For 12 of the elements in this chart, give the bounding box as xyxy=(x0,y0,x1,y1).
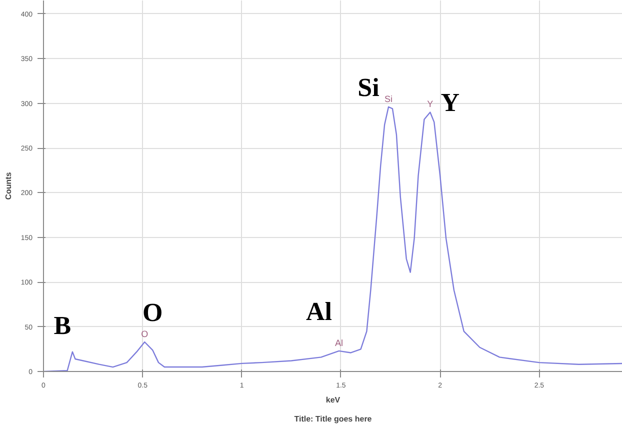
x-axis-title: keV xyxy=(326,396,341,404)
annotation: O xyxy=(141,329,148,339)
annotation: Al xyxy=(334,338,343,348)
annotation: Si xyxy=(384,94,393,104)
annotation: Y xyxy=(427,99,434,110)
annotation: Y xyxy=(440,88,460,118)
text: Title: Title goes here xyxy=(294,414,372,424)
annotation: Al xyxy=(306,296,332,326)
annotation: O xyxy=(142,298,163,327)
y-axis-title: Counts xyxy=(4,172,13,200)
annotation: Si xyxy=(358,72,380,102)
annotation: B xyxy=(54,310,72,340)
